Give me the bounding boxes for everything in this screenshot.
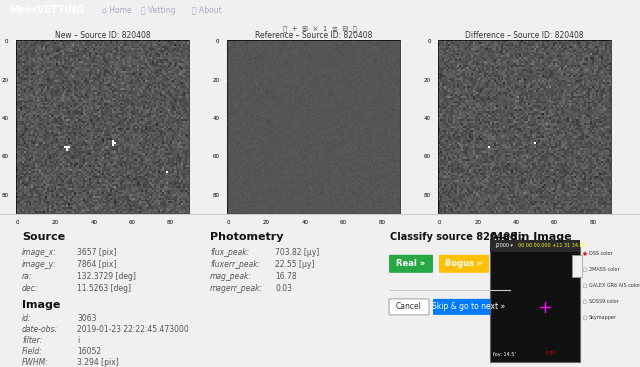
- Text: 🔍  +  ⊞  ×  1  ≡  ⊟  📷: 🔍 + ⊞ × 1 ≡ ⊟ 📷: [283, 26, 357, 32]
- Text: mag_peak:: mag_peak:: [210, 272, 252, 281]
- Text: i: i: [77, 336, 79, 345]
- Text: J2000 ▾: J2000 ▾: [495, 243, 513, 248]
- FancyBboxPatch shape: [439, 255, 489, 273]
- Text: id:: id:: [22, 314, 31, 323]
- Text: DSS color: DSS color: [589, 251, 612, 256]
- Text: 11.5263 [deg]: 11.5263 [deg]: [77, 284, 131, 293]
- Text: Difference – Source ID: 820408: Difference – Source ID: 820408: [465, 31, 584, 40]
- Text: Bogus »: Bogus »: [445, 259, 483, 268]
- Text: 🔍 Vetting: 🔍 Vetting: [141, 6, 175, 15]
- FancyBboxPatch shape: [389, 299, 429, 315]
- Text: dec:: dec:: [22, 284, 38, 293]
- Text: fluxerr_peak:: fluxerr_peak:: [210, 260, 260, 269]
- Text: 7864 [pix]: 7864 [pix]: [77, 260, 116, 269]
- Text: Reference – Source ID: 820408: Reference – Source ID: 820408: [255, 31, 372, 40]
- Text: 2019-01-23 22:22:45.473000: 2019-01-23 22:22:45.473000: [77, 325, 189, 334]
- Text: Field:: Field:: [22, 347, 43, 356]
- Text: image_x:: image_x:: [22, 248, 57, 257]
- Text: MeerVETTING: MeerVETTING: [10, 5, 85, 15]
- Text: magerr_peak:: magerr_peak:: [210, 284, 263, 293]
- Text: Source: Source: [22, 232, 65, 242]
- Text: Skip & go to next »: Skip & go to next »: [433, 302, 506, 311]
- FancyBboxPatch shape: [389, 255, 433, 273]
- Text: ⌂ Home: ⌂ Home: [102, 6, 132, 15]
- Text: 0.03: 0.03: [275, 284, 292, 293]
- Text: FWHM:: FWHM:: [22, 358, 49, 367]
- Text: GALEX GR6 AIS color: GALEX GR6 AIS color: [589, 283, 640, 288]
- Text: filter:: filter:: [22, 336, 42, 345]
- Text: New – Source ID: 820408: New – Source ID: 820408: [54, 31, 150, 40]
- Text: 2MASS color: 2MASS color: [589, 267, 620, 272]
- FancyBboxPatch shape: [490, 247, 580, 362]
- Text: SDSS9 color: SDSS9 color: [589, 299, 619, 304]
- Text: Image: Image: [22, 300, 60, 310]
- FancyBboxPatch shape: [572, 255, 582, 277]
- Text: ⓘ About: ⓘ About: [192, 6, 221, 15]
- Text: Cancel: Cancel: [396, 302, 422, 311]
- Text: Aladin Image: Aladin Image: [490, 232, 572, 242]
- Text: Skymapper: Skymapper: [589, 315, 617, 320]
- FancyBboxPatch shape: [433, 299, 505, 315]
- Text: Photometry: Photometry: [210, 232, 284, 242]
- Text: 22.55 [μy]: 22.55 [μy]: [275, 260, 314, 269]
- Text: 132.3729 [deg]: 132.3729 [deg]: [77, 272, 136, 281]
- Text: 703.82 [μy]: 703.82 [μy]: [275, 248, 319, 257]
- Text: logo: logo: [545, 350, 556, 355]
- Text: Classify source 820408 :: Classify source 820408 :: [390, 232, 524, 242]
- Text: 00 00 00.000 +11 31 34.90: 00 00 00.000 +11 31 34.90: [518, 243, 586, 248]
- Text: flux_peak:: flux_peak:: [210, 248, 249, 257]
- Text: 3063: 3063: [77, 314, 97, 323]
- Text: 3657 [pix]: 3657 [pix]: [77, 248, 116, 257]
- Text: fov: 14.5': fov: 14.5': [493, 352, 516, 357]
- FancyBboxPatch shape: [490, 240, 580, 252]
- Text: 16052: 16052: [77, 347, 101, 356]
- Text: date-obs:: date-obs:: [22, 325, 58, 334]
- Text: 16.78: 16.78: [275, 272, 296, 281]
- Text: Real »: Real »: [396, 259, 426, 268]
- Text: 3.294 [pix]: 3.294 [pix]: [77, 358, 119, 367]
- Circle shape: [584, 252, 586, 255]
- Text: image_y:: image_y:: [22, 260, 57, 269]
- Text: ra:: ra:: [22, 272, 33, 281]
